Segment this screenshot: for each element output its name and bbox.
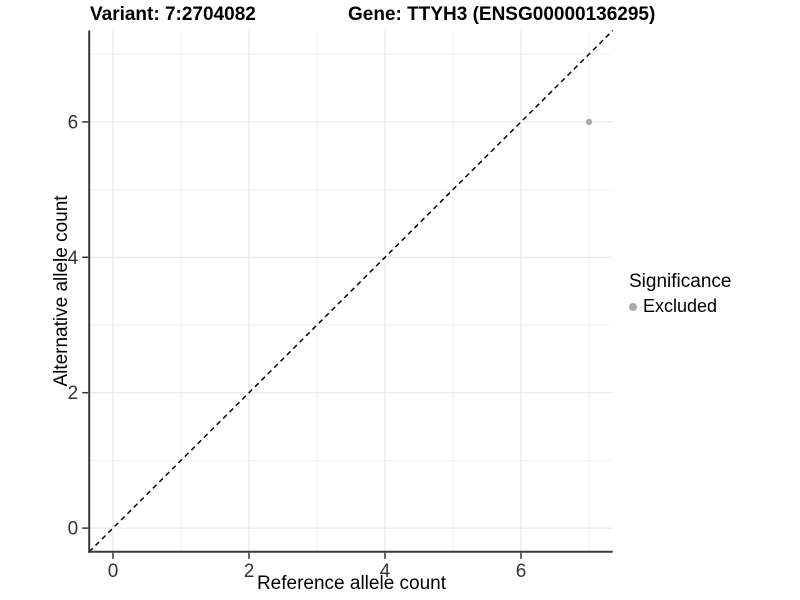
legend-item-excluded: Excluded [629,296,731,317]
legend-item-label: Excluded [643,296,718,316]
x-tick-label: 0 [108,561,119,582]
legend: Significance Excluded [629,271,731,317]
identity-line [88,29,614,553]
y-tick-label: 2 [68,383,79,404]
x-tick-label: 4 [380,561,391,582]
x-tick-label: 2 [244,561,255,582]
gene-title: Gene: TTYH3 (ENSG00000136295) [348,4,656,25]
y-tick-label: 6 [68,112,79,133]
excluded-point-icon [629,302,637,311]
legend-title: Significance [629,271,732,292]
x-tick-label: 6 [516,561,527,582]
y-axis-title: Alternative allele count [51,195,72,387]
x-axis-title: Reference allele count [256,573,447,594]
y-tick-label: 4 [68,248,79,269]
y-tick-label: 0 [68,519,79,540]
variant-title: Variant: 7:2704082 [90,4,256,25]
data-point [585,118,593,126]
